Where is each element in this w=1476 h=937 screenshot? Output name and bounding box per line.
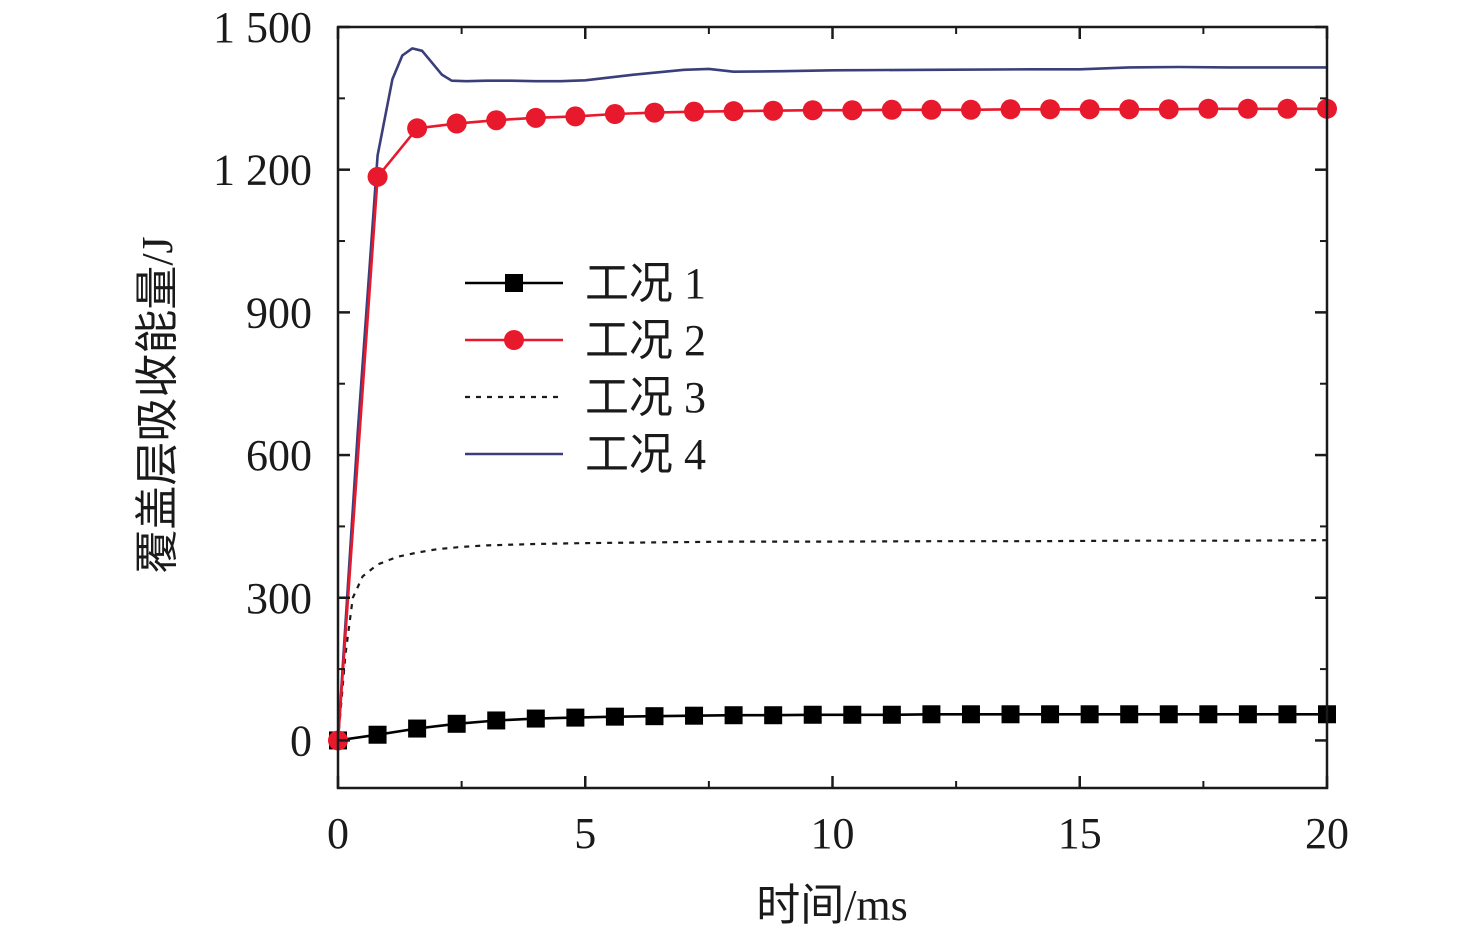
data-point (724, 706, 743, 725)
series-line (336, 107, 1327, 741)
data-point (1159, 705, 1178, 724)
y-tick-label: 600 (246, 431, 312, 480)
y-tick-label: 1 200 (213, 146, 312, 195)
data-point (526, 709, 545, 728)
data-point (843, 705, 862, 724)
data-point (881, 99, 902, 120)
data-point (882, 705, 901, 724)
data-point (1001, 705, 1020, 724)
legend-marker (505, 274, 523, 292)
data-point (407, 118, 428, 139)
data-point (960, 99, 981, 120)
x-tick-label: 10 (811, 809, 855, 858)
data-point (367, 166, 388, 187)
legend-item: 工况 4 (465, 430, 706, 479)
data-point (1238, 705, 1257, 724)
data-point (525, 107, 546, 128)
data-point (764, 706, 783, 725)
data-point (604, 104, 625, 125)
series-line (336, 539, 1328, 741)
data-point (1000, 99, 1021, 120)
legend-item: 工况 2 (465, 316, 706, 365)
series-line (337, 712, 1327, 742)
legend-item: 工况 3 (465, 373, 706, 422)
data-point (1278, 705, 1297, 724)
data-point (1237, 98, 1258, 119)
x-axis-title: 时间/ms (756, 881, 908, 930)
data-point (763, 100, 784, 121)
data-point (645, 707, 664, 726)
legend-label: 工况 3 (585, 373, 706, 422)
y-tick-label: 0 (290, 716, 312, 765)
data-point (842, 100, 863, 121)
data-point (1040, 99, 1061, 120)
x-tick-label: 0 (327, 809, 349, 858)
series-3 (336, 539, 1328, 741)
y-tick-label: 1 500 (213, 3, 312, 52)
data-point (408, 719, 427, 738)
data-point (685, 706, 704, 725)
series-group (328, 47, 1337, 751)
data-point (1198, 98, 1219, 119)
data-point (1199, 705, 1218, 724)
data-point (1120, 705, 1139, 724)
y-tick-label: 300 (246, 574, 312, 623)
data-point (1277, 98, 1298, 119)
data-point (447, 714, 466, 733)
data-point (644, 102, 665, 123)
data-point (922, 705, 941, 724)
data-point (565, 106, 586, 127)
data-point (1158, 99, 1179, 120)
plot-frame (336, 25, 1329, 790)
data-point (961, 705, 980, 724)
data-point (921, 99, 942, 120)
data-point (1080, 705, 1099, 724)
data-point (605, 707, 624, 726)
data-point (446, 113, 467, 134)
data-point (368, 725, 387, 744)
data-point (1041, 705, 1060, 724)
x-tick-label: 20 (1305, 809, 1349, 858)
data-point (1119, 99, 1140, 120)
data-point (486, 110, 507, 131)
data-point (803, 705, 822, 724)
legend-item: 工况 1 (465, 259, 706, 308)
data-point (566, 708, 585, 727)
legend: 工况 1 工况 2 工况 3 工况 4 (465, 259, 706, 479)
axes: 0 5 10 15 20 0 300 600 900 1 200 1 500 (213, 3, 1349, 858)
data-point (802, 100, 823, 121)
series-4 (336, 47, 1327, 741)
data-point (487, 711, 506, 730)
legend-label: 工况 1 (585, 259, 706, 308)
y-axis-title: 覆盖层吸收能量/J (133, 236, 182, 573)
data-point (1079, 99, 1100, 120)
legend-label: 工况 2 (585, 316, 706, 365)
series-1 (329, 705, 1336, 750)
data-point (684, 101, 705, 122)
series-line (336, 47, 1327, 741)
x-tick-label: 15 (1058, 809, 1102, 858)
data-point (723, 101, 744, 122)
y-tick-label: 900 (246, 288, 312, 337)
series-2 (328, 98, 1337, 751)
x-tick-label: 5 (574, 809, 596, 858)
legend-marker (504, 330, 524, 350)
legend-label: 工况 4 (585, 430, 706, 479)
